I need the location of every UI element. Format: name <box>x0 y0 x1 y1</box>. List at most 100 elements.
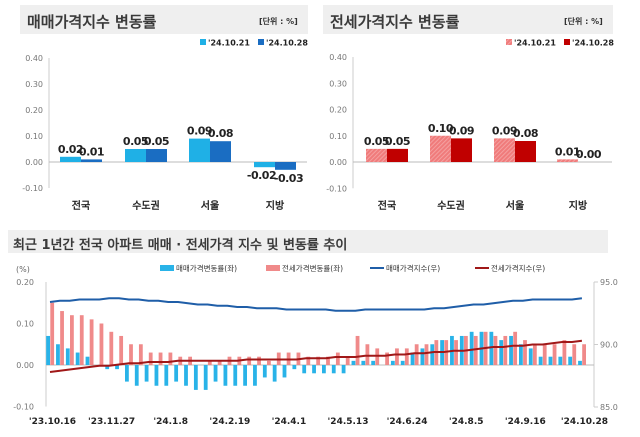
jeonse-change-bar <box>316 356 321 365</box>
sale-chart-title-bar <box>20 5 308 34</box>
y-tick-label: 0.00 <box>329 158 347 167</box>
bar <box>275 162 296 170</box>
x-tick-label: '23.10.16 <box>29 417 76 427</box>
trend-chart-title: 최근 1년간 전국 아파트 매매 · 전세가격 지수 및 변동률 추이 <box>13 238 348 253</box>
jeonse-change-bar <box>414 344 419 365</box>
jeonse-change-bar <box>424 344 429 365</box>
sale-change-bar <box>568 356 573 365</box>
left-unit-label: (%) <box>16 265 30 274</box>
jeonse-change-bar <box>109 331 114 365</box>
data-label: 0.10 <box>428 122 454 135</box>
sale-change-bar <box>558 356 563 365</box>
jeonse-change-bar <box>552 344 557 365</box>
sale-change-bar <box>115 365 119 370</box>
legend-label: 전세가격변동률(좌) <box>282 263 343 273</box>
jeonse-change-bar <box>247 356 252 365</box>
data-label: 0.05 <box>385 135 410 148</box>
category-label: 서울 <box>201 199 219 212</box>
data-label: -0.02 <box>247 169 276 182</box>
legend-swatch <box>258 39 264 45</box>
sale-chart-unit: [단위 : %] <box>259 17 298 26</box>
jeonse-change-bar <box>335 352 340 365</box>
data-label: 0.05 <box>144 135 169 148</box>
trend-chart-title-bar <box>8 230 608 253</box>
bar <box>210 141 231 162</box>
legend-swatch <box>200 39 206 45</box>
sale-change-bar <box>302 365 307 374</box>
legend-label: 전세가격지수(우) <box>491 263 545 273</box>
jeonse-change-bar <box>129 344 133 365</box>
sale-change-bar <box>578 360 582 365</box>
sale-index-line <box>49 297 583 312</box>
jeonse-change-bar <box>119 335 124 365</box>
sale-change-bar <box>331 365 336 374</box>
sale-change-bar <box>144 365 149 382</box>
sale-change-bar <box>351 360 356 365</box>
jeonse-change-bar <box>257 356 261 365</box>
category-label: 지방 <box>266 199 285 212</box>
sale-change-bar <box>371 360 376 365</box>
jeonse-change-bar <box>148 352 153 365</box>
bar <box>125 149 146 162</box>
sale-change-bar <box>174 365 179 382</box>
y-tick-label: 0.20 <box>329 106 347 115</box>
data-label: 0.01 <box>555 145 580 158</box>
jeonse-change-bar <box>473 335 478 365</box>
sale-change-bar <box>499 340 504 365</box>
jeonse-change-bar <box>562 340 567 365</box>
sale-change-bar <box>262 365 267 378</box>
jeonse-change-bar <box>70 315 74 365</box>
jeonse-change-bar <box>99 323 104 365</box>
sale-change-bar <box>253 365 257 386</box>
x-tick-label: '24.9.16 <box>505 417 546 427</box>
sale-change-bar <box>272 365 277 382</box>
jeonse-change-bar <box>355 335 360 365</box>
sale-chart-title: 매매가격지수 변동률 <box>27 13 157 31</box>
left-tick-label: 0.20 <box>16 278 34 287</box>
jeonse-change-bar <box>385 352 389 365</box>
jeonse-change-bar <box>395 348 399 365</box>
jeonse-change-bar <box>572 344 577 365</box>
x-tick-label: '24.10.28 <box>561 417 608 427</box>
y-tick-label: 0.20 <box>25 106 43 115</box>
bar <box>557 159 578 162</box>
sale-change-bar <box>489 331 494 365</box>
jeonse-change-bar <box>267 360 271 365</box>
y-tick-label: 0.10 <box>329 132 347 141</box>
y-tick-label: 0.30 <box>329 79 347 88</box>
left-tick-label: 0.00 <box>16 361 34 370</box>
sale-change-bar <box>519 344 523 365</box>
jeonse-change-bar <box>138 344 143 365</box>
x-tick-label: '24.4.1 <box>272 417 307 427</box>
jeonse-change-bar <box>168 352 173 365</box>
bar <box>451 138 472 162</box>
sale-change-bar <box>548 356 553 365</box>
sale-change-bar <box>233 365 238 386</box>
jeonse-change-bar <box>523 340 527 365</box>
x-tick-label: '24.2.19 <box>209 417 250 427</box>
bar <box>60 156 81 162</box>
jeonse-chart-title-bar <box>323 5 613 34</box>
data-label: 0.05 <box>364 135 389 148</box>
data-label: 0.08 <box>513 127 538 140</box>
sale-change-bar <box>469 331 474 365</box>
bar <box>430 135 451 162</box>
data-label: 0.09 <box>492 124 517 137</box>
sale-change-bar <box>390 360 395 365</box>
sale-change-bar <box>223 365 228 386</box>
jeonse-change-bar <box>503 335 508 365</box>
category-label: 지방 <box>569 199 588 212</box>
category-label: 서울 <box>506 199 524 212</box>
legend-swatch <box>564 39 570 45</box>
bar <box>515 141 536 162</box>
sale-change-bar <box>430 344 435 365</box>
right-tick-label: 95.0 <box>600 278 618 287</box>
sale-change-bar <box>528 348 533 365</box>
jeonse-change-bar <box>454 340 458 365</box>
jeonse-change-bar <box>326 356 330 365</box>
sale-change-bar <box>538 356 543 365</box>
jeonse-change-bar <box>404 348 409 365</box>
legend-swatch <box>160 265 174 271</box>
sale-change-bar <box>125 365 129 382</box>
